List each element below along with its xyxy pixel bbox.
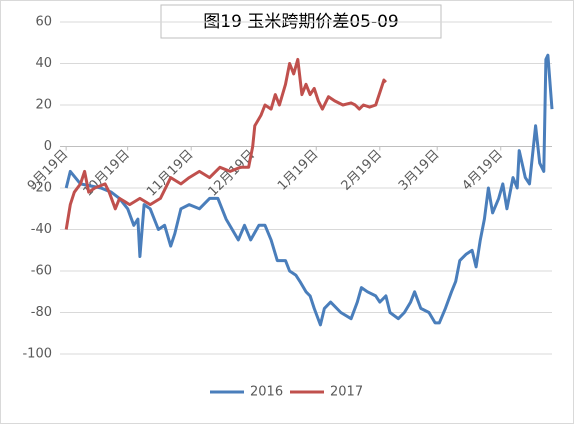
legend-label: 2016	[250, 385, 283, 400]
y-tick-label: -40	[31, 222, 52, 237]
y-tick-label: -20	[31, 181, 52, 196]
y-tick-label: 20	[35, 98, 52, 113]
line-series	[64, 53, 554, 327]
y-tick-label: 0	[44, 139, 52, 154]
legend-label: 2017	[330, 385, 363, 400]
line-series	[64, 57, 387, 230]
y-tick-label: -60	[31, 264, 52, 279]
y-tick-label: -100	[22, 347, 52, 362]
y-tick-label: -80	[31, 305, 52, 320]
y-tick-label: 40	[35, 56, 52, 71]
y-tick-label: 60	[35, 15, 52, 30]
